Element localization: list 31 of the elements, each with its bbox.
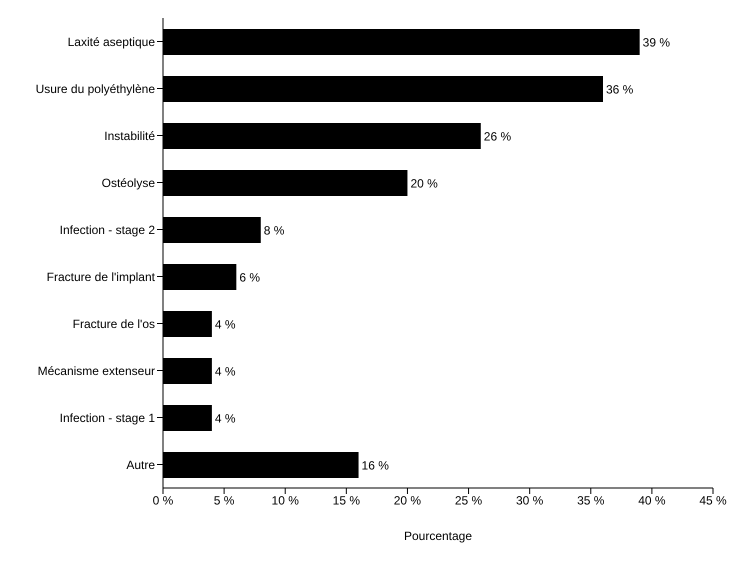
y-tick-label: Fracture de l'os bbox=[72, 316, 155, 331]
data-label: 4 % bbox=[214, 411, 236, 426]
y-tick-label: Ostéolyse bbox=[102, 176, 156, 190]
x-tick-label: 40 % bbox=[638, 494, 666, 508]
data-label: 4 % bbox=[214, 317, 236, 332]
y-tick-label: Autre bbox=[126, 458, 156, 472]
x-tick-label: 10 % bbox=[272, 494, 300, 508]
y-tick-label: Instabilité bbox=[104, 128, 156, 143]
data-label: 16 % bbox=[362, 458, 390, 472]
y-tick-label: Infection - stage 1 bbox=[60, 410, 156, 425]
x-tick-label: 30 % bbox=[516, 494, 544, 508]
x-tick-label: 0 % bbox=[152, 494, 174, 508]
y-tick-label: Mécanisme extenseur bbox=[38, 364, 155, 378]
x-axis-title: Pourcentage bbox=[404, 529, 472, 543]
x-tick-label: 20 % bbox=[394, 494, 422, 508]
y-tick-label: Laxité aseptique bbox=[68, 34, 156, 49]
data-label: 20 % bbox=[410, 176, 438, 190]
y-tick-label: Infection - stage 2 bbox=[60, 222, 156, 237]
data-label: 36 % bbox=[606, 82, 634, 96]
data-label: 26 % bbox=[484, 129, 512, 144]
data-label: 39 % bbox=[642, 35, 670, 50]
x-tick-label: 15 % bbox=[332, 494, 360, 508]
x-tick-label: 45 % bbox=[699, 494, 727, 508]
data-label: 8 % bbox=[264, 223, 285, 238]
x-tick-label: 25 % bbox=[454, 494, 483, 508]
x-tick-label: 35 % bbox=[577, 494, 605, 508]
y-tick-label: Fracture de l'implant bbox=[46, 270, 156, 284]
data-label: 6 % bbox=[239, 270, 260, 284]
y-tick-label: Usure du polyéthylène bbox=[36, 82, 156, 96]
data-label: 4 % bbox=[214, 364, 236, 378]
x-tick-label: 5 % bbox=[214, 494, 235, 508]
